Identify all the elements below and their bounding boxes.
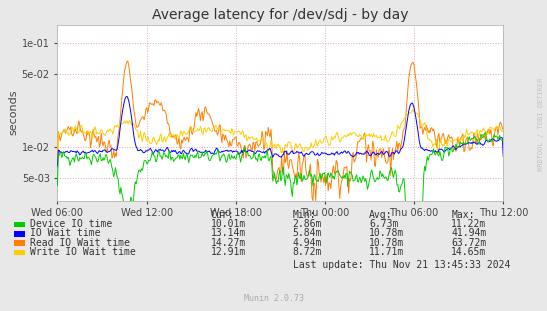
Text: 13.14m: 13.14m (211, 228, 246, 238)
Text: 12.91m: 12.91m (211, 247, 246, 257)
Y-axis label: seconds: seconds (9, 90, 19, 136)
Text: 10.78m: 10.78m (369, 238, 404, 248)
Text: 2.86m: 2.86m (293, 219, 322, 229)
Text: 63.72m: 63.72m (451, 238, 486, 248)
Text: Write IO Wait time: Write IO Wait time (30, 247, 136, 257)
Text: Munin 2.0.73: Munin 2.0.73 (243, 294, 304, 303)
Text: 4.94m: 4.94m (293, 238, 322, 248)
Text: Max:: Max: (451, 210, 475, 220)
Text: 10.01m: 10.01m (211, 219, 246, 229)
Text: Device IO time: Device IO time (30, 219, 112, 229)
Text: Last update: Thu Nov 21 13:45:33 2024: Last update: Thu Nov 21 13:45:33 2024 (293, 260, 510, 270)
Text: Read IO Wait time: Read IO Wait time (30, 238, 130, 248)
Text: 41.94m: 41.94m (451, 228, 486, 238)
Text: 6.73m: 6.73m (369, 219, 399, 229)
Title: Average latency for /dev/sdj - by day: Average latency for /dev/sdj - by day (152, 8, 409, 22)
Text: 14.27m: 14.27m (211, 238, 246, 248)
Text: Avg:: Avg: (369, 210, 393, 220)
Text: 10.78m: 10.78m (369, 228, 404, 238)
Text: IO Wait time: IO Wait time (30, 228, 101, 238)
Text: RRDTOOL / TOBI OETIKER: RRDTOOL / TOBI OETIKER (538, 78, 544, 171)
Text: Min:: Min: (293, 210, 316, 220)
Text: 11.71m: 11.71m (369, 247, 404, 257)
Text: 5.84m: 5.84m (293, 228, 322, 238)
Text: Cur:: Cur: (211, 210, 234, 220)
Text: 11.22m: 11.22m (451, 219, 486, 229)
Text: 14.65m: 14.65m (451, 247, 486, 257)
Text: 8.72m: 8.72m (293, 247, 322, 257)
